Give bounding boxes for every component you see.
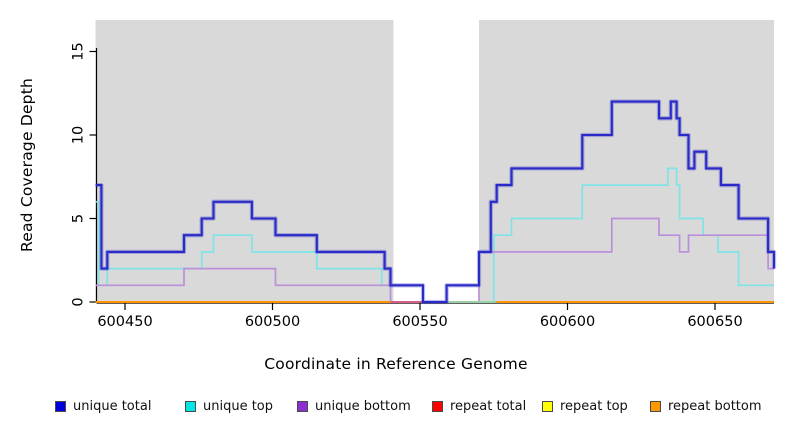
legend-label: repeat total (450, 398, 527, 414)
y-tick-label: 10 (71, 126, 87, 144)
legend-label: unique top (203, 398, 274, 414)
shaded-region (95, 20, 394, 302)
plot-legend: unique total unique top unique bottom re… (0, 398, 792, 418)
series-unique-top (95, 167, 774, 303)
legend-item-unique-bottom: unique bottom (297, 398, 411, 414)
x-tick-label: 600500 (245, 314, 300, 330)
coverage-plot-canvas: 600450 600500 600550 600600 600650 0 5 10 15 (71, 20, 777, 330)
legend-item-repeat-total: repeat total (432, 398, 526, 414)
legend-label: repeat top (560, 398, 628, 414)
y-tick-label: 15 (71, 42, 87, 60)
legend-item-unique-total: unique total (55, 398, 151, 414)
repeat-bottom-swatch-icon (650, 400, 661, 412)
unique-bottom-swatch-icon (297, 400, 308, 412)
legend-item-unique-top: unique top (185, 398, 273, 414)
y-tick-label: 0 (71, 297, 87, 306)
series-unique-total (95, 100, 776, 304)
y-axis-title: Read Coverage Depth (18, 77, 36, 253)
x-axis-title: Coordinate in Reference Genome (264, 355, 528, 373)
x-tick-label: 600650 (687, 314, 742, 330)
legend-label: repeat bottom (668, 398, 762, 414)
unique-top-swatch-icon (185, 400, 196, 412)
x-tick-label: 600600 (540, 314, 595, 330)
legend-item-repeat-top: repeat top (542, 398, 628, 414)
x-tick-label: 600550 (392, 314, 447, 330)
legend-label: unique bottom (315, 398, 411, 414)
shaded-region (479, 20, 774, 302)
y-tick-label: 5 (71, 214, 87, 223)
legend-item-repeat-bottom: repeat bottom (650, 398, 762, 414)
repeat-top-swatch-icon (542, 400, 553, 412)
repeat-total-swatch-icon (432, 400, 443, 412)
series-unique-bottom (95, 217, 774, 303)
x-tick-label: 600450 (97, 314, 152, 330)
legend-label: unique total (73, 398, 152, 414)
unique-total-swatch-icon (55, 400, 66, 412)
